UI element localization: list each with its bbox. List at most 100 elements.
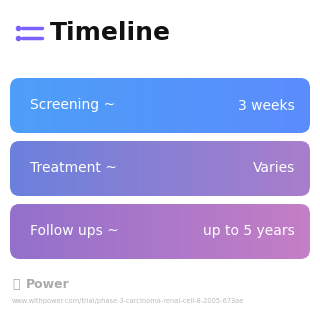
Bar (156, 141, 158, 196)
Bar (154, 204, 156, 259)
Bar (208, 204, 211, 259)
Bar (110, 78, 113, 133)
Bar (218, 141, 220, 196)
Bar (40, 78, 43, 133)
Bar (142, 78, 145, 133)
Bar (164, 204, 166, 259)
Bar (246, 78, 249, 133)
Bar (296, 78, 299, 133)
Bar (224, 78, 227, 133)
Bar (194, 141, 196, 196)
Bar (212, 204, 214, 259)
Bar (170, 78, 172, 133)
Bar (158, 78, 161, 133)
Bar (230, 141, 233, 196)
Bar (298, 204, 300, 259)
Bar (126, 204, 129, 259)
Bar (230, 204, 233, 259)
Bar (134, 204, 137, 259)
Bar (156, 204, 158, 259)
Bar (172, 141, 174, 196)
Bar (172, 204, 174, 259)
Bar (38, 141, 41, 196)
Bar (210, 78, 212, 133)
Bar (238, 78, 241, 133)
Bar (204, 204, 206, 259)
Bar (138, 78, 140, 133)
Bar (286, 141, 289, 196)
Bar (222, 204, 225, 259)
Bar (212, 78, 214, 133)
Bar (294, 141, 297, 196)
Bar (100, 78, 102, 133)
Bar (186, 141, 188, 196)
Bar (56, 204, 59, 259)
Bar (296, 204, 299, 259)
Bar (42, 78, 44, 133)
Bar (286, 204, 289, 259)
Bar (28, 204, 30, 259)
Bar (68, 78, 70, 133)
Bar (244, 78, 246, 133)
Bar (98, 78, 100, 133)
Bar (290, 204, 292, 259)
Bar (90, 78, 92, 133)
Bar (252, 78, 254, 133)
Bar (26, 204, 28, 259)
Bar (256, 141, 259, 196)
Bar (180, 204, 182, 259)
Bar (260, 78, 262, 133)
Bar (204, 141, 206, 196)
Bar (166, 204, 169, 259)
Bar (210, 141, 212, 196)
Bar (68, 204, 70, 259)
Bar (60, 204, 62, 259)
Bar (274, 204, 276, 259)
Bar (96, 141, 99, 196)
Text: www.withpower.com/trial/phase-3-carcinoma-renal-cell-8-2005-673ae: www.withpower.com/trial/phase-3-carcinom… (12, 298, 244, 304)
Bar (48, 78, 51, 133)
Bar (174, 204, 177, 259)
Bar (40, 141, 43, 196)
Bar (180, 78, 182, 133)
Bar (112, 204, 115, 259)
Bar (226, 204, 228, 259)
Bar (78, 78, 81, 133)
Bar (256, 78, 259, 133)
Bar (262, 78, 265, 133)
Bar (306, 78, 308, 133)
Bar (42, 204, 44, 259)
Bar (238, 141, 241, 196)
Bar (252, 204, 254, 259)
Bar (98, 204, 100, 259)
Bar (292, 141, 294, 196)
Bar (100, 141, 102, 196)
Bar (190, 141, 193, 196)
Bar (240, 204, 243, 259)
Bar (72, 141, 75, 196)
Bar (84, 204, 86, 259)
Bar (116, 78, 118, 133)
Bar (234, 78, 236, 133)
Bar (92, 204, 94, 259)
Bar (132, 78, 134, 133)
Bar (134, 78, 137, 133)
Bar (118, 204, 121, 259)
Bar (66, 141, 68, 196)
Bar (244, 141, 246, 196)
Bar (276, 78, 278, 133)
Bar (94, 78, 97, 133)
Bar (282, 78, 284, 133)
Bar (24, 204, 27, 259)
Bar (176, 204, 179, 259)
Bar (122, 141, 124, 196)
Bar (70, 78, 73, 133)
Bar (294, 204, 297, 259)
Bar (264, 141, 267, 196)
Bar (280, 78, 283, 133)
Bar (94, 141, 97, 196)
Bar (66, 78, 68, 133)
Bar (48, 204, 51, 259)
Bar (104, 141, 107, 196)
Bar (184, 141, 187, 196)
